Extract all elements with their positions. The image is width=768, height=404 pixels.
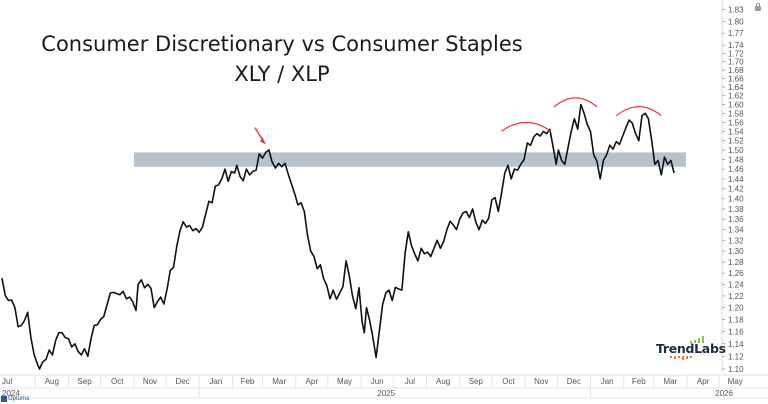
x-month-label: Dec [176,377,190,386]
y-tick-label: 1.26 [728,269,744,278]
price-line-layer [1,103,675,370]
y-tick-label: 1.58 [728,109,744,118]
y-tick-label: 1.20 [728,304,744,313]
red-arrow-head-icon [259,137,265,144]
x-month-label: Sep [77,377,92,386]
y-tick-label: 1.68 [728,66,744,75]
x-axis[interactable]: Jul Aug Sep Oct Nov Dec Jan Feb Mar Apr May Jun Jul A… [0,376,768,399]
x-month-label: Oct [502,377,515,386]
x-month-label: Apr [697,377,710,386]
x-month-label: Nov [534,377,548,386]
x-month-label: Mar [664,377,678,386]
y-tick-label: 1.28 [728,258,744,267]
y-tick-label: 1.38 [728,205,744,214]
x-month-label: Dec [567,377,581,386]
y-tick-label: 1.32 [728,236,744,245]
y-tick-label: 1.74 [728,41,744,50]
y-tick-label: 1.14 [728,340,744,349]
lock-icon[interactable] [755,3,761,11]
x-month-label: Jul [405,377,415,386]
optuma-badge: Optuma [1,396,29,402]
series-line-0 [1,103,675,370]
x-month-label: Feb [241,377,255,386]
top-arc-3 [553,97,598,108]
x-month-label: May [728,377,743,386]
x-month-label: Oct [111,377,124,386]
y-tick-label: 1.24 [728,280,744,289]
trendlabs-logo-bars-icon [670,336,704,360]
y-tick-label: 1.22 [728,292,744,301]
x-month-label: Aug [45,377,59,386]
optuma-icon [1,396,7,402]
y-tick-label: 1.40 [728,195,744,204]
x-month-label: Jan [209,377,222,386]
chart-subtitle: XLY / XLP [234,62,330,86]
y-tick-label: 1.70 [728,58,744,67]
x-year-label: 2025 [377,389,395,398]
x-month-label: May [337,377,352,386]
x-month-label: Feb [632,377,646,386]
trendlabs-logo-text: TrendLabs [656,341,726,356]
y-tick-label: 1.60 [728,100,744,109]
x-month-label: Sep [469,377,484,386]
y-tick-label: 1.56 [728,118,744,127]
optuma-text: Optuma [8,396,30,402]
y-tick-label: 1.42 [728,185,744,194]
x-month-label: Mar [272,377,286,386]
y-tick-label: 1.50 [728,146,744,155]
y-tick-label: 1.80 [728,17,744,26]
x-month-label: Jun [371,377,384,386]
y-tick-label: 1.30 [728,247,744,256]
y-tick-label: 1.77 [728,29,744,38]
y-tick-label: 1.44 [728,175,744,184]
chart-title: Consumer Discretionary vs Consumer Stapl… [41,32,523,56]
y-tick-label: 1.52 [728,137,744,146]
y-tick-label: 1.34 [728,226,744,235]
x-year-label: 2026 [715,389,733,398]
y-tick-label: 1.12 [728,352,744,361]
y-tick-label: 1.16 [728,328,744,337]
y-tick-label: 1.10 [728,365,744,374]
x-year-label: 2024 [2,389,20,398]
top-arc-2 [501,121,552,132]
y-tick-label: 1.48 [728,156,744,165]
y-tick-label: 1.64 [728,83,744,92]
y-axis[interactable]: 1.83 1.80 1.77 1.741.721.701.681.661.641.62… [0,0,768,376]
y-tick-label: 1.36 [728,215,744,224]
y-tick-label: 1.83 [728,6,744,15]
x-month-label: Nov [143,377,157,386]
trendlabs-logo: TrendLabs [656,335,726,370]
y-tick-label: 1.62 [728,92,744,101]
x-month-label: Apr [306,377,319,386]
y-tick-label: 1.18 [728,315,744,324]
top-arc-4 [615,106,662,117]
y-tick-label: 1.54 [728,127,744,136]
x-month-label: Aug [436,377,450,386]
y-tick-label: 1.66 [728,74,744,83]
x-month-label: Jul [2,377,12,386]
y-tick-label: 1.46 [728,165,744,174]
annotation-layer [254,97,662,145]
x-month-label: Jan [601,377,614,386]
y-tick-label: 1.72 [728,49,744,58]
